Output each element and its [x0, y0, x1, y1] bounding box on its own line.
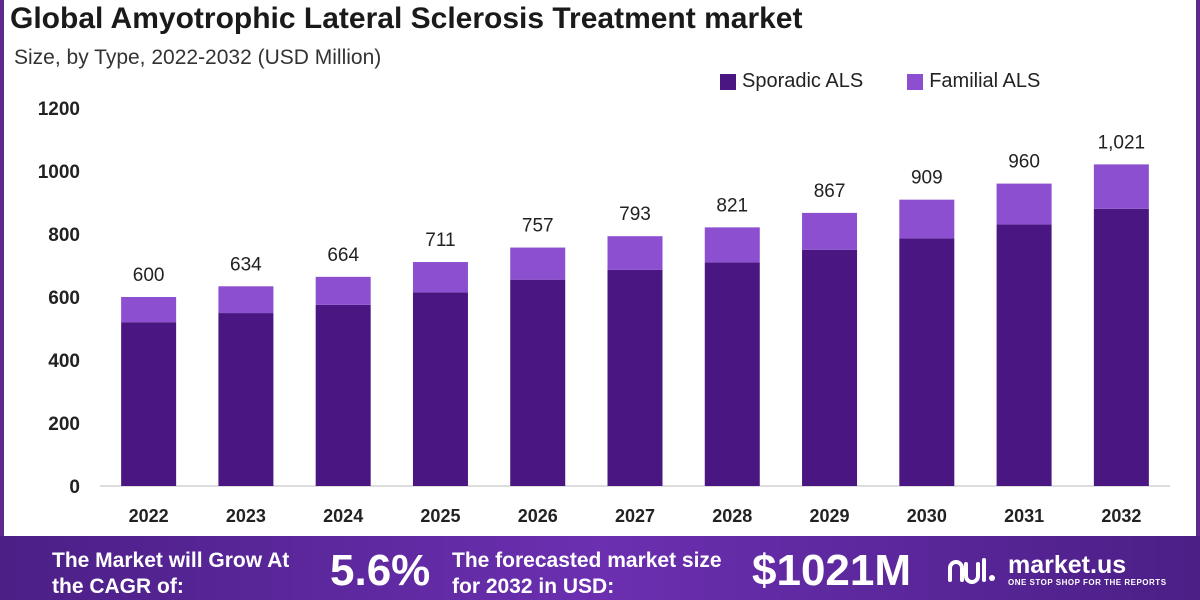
bar-familial: [607, 236, 663, 270]
bar-total-label: 867: [814, 181, 846, 202]
bar-total-label: 634: [230, 254, 262, 275]
x-tick-label: 2028: [712, 506, 752, 526]
bar-familial: [510, 247, 566, 280]
bar-total-label: 1,021: [1098, 132, 1146, 153]
bar-sporadic: [121, 322, 177, 486]
bar-familial: [121, 297, 177, 323]
bar-sporadic: [607, 269, 663, 486]
legend-swatch-familial: [907, 73, 924, 90]
bar-familial: [996, 183, 1052, 225]
footer-cagr-label: The Market will Grow At the CAGR of:: [52, 549, 290, 598]
bar-total-label: 711: [425, 230, 455, 251]
legend-swatch-sporadic: [720, 73, 736, 90]
bar-sporadic: [899, 238, 955, 486]
x-tick-label: 2032: [1101, 506, 1141, 526]
bar-sporadic: [802, 249, 858, 486]
x-tick-label: 2025: [420, 506, 460, 526]
bar-total-label: 600: [133, 265, 165, 286]
bar-familial: [1093, 164, 1149, 209]
x-tick-label: 2030: [907, 506, 947, 526]
bar-sporadic: [412, 292, 468, 486]
footer-cagr-value: 5.6%: [330, 546, 431, 595]
chart-subtitle: Size, by Type, 2022-2032 (USD Million): [14, 46, 382, 69]
x-tick-label: 2031: [1004, 506, 1044, 526]
bar-familial: [218, 286, 274, 314]
bar-familial: [899, 199, 955, 239]
x-tick-label: 2022: [129, 506, 169, 526]
y-tick-label: 400: [48, 351, 80, 372]
bar-sporadic: [315, 304, 371, 486]
footer-banner: The Market will Grow At the CAGR of: 5.6…: [0, 536, 1200, 600]
bar-familial: [412, 262, 468, 293]
x-tick-label: 2023: [226, 506, 266, 526]
bar-sporadic: [1093, 208, 1149, 487]
y-tick-label: 1000: [38, 162, 80, 183]
bar-sporadic: [704, 262, 760, 486]
x-tick-label: 2029: [810, 506, 850, 526]
bar-total-label: 793: [619, 204, 651, 225]
x-tick-label: 2024: [323, 506, 363, 526]
brand: market.us ONE STOP SHOP FOR THE REPORTS: [946, 552, 1167, 587]
y-tick-label: 1200: [38, 99, 80, 120]
legend: Sporadic ALS Familial ALS: [720, 70, 1084, 93]
y-tick-label: 600: [48, 288, 80, 309]
bar-total-label: 909: [911, 168, 943, 189]
bar-familial: [704, 227, 760, 263]
y-tick-label: 800: [48, 225, 80, 246]
bar-sporadic: [510, 279, 566, 486]
footer-size-label: The forecasted market size for 2032 in U…: [452, 549, 722, 598]
legend-item-sporadic: Sporadic ALS: [720, 70, 863, 93]
bar-total-label: 664: [327, 245, 359, 266]
x-tick-label: 2027: [615, 506, 655, 526]
bar-sporadic: [996, 224, 1052, 487]
x-tick-label: 2026: [518, 506, 558, 526]
market-us-logo-icon: [948, 557, 995, 584]
bar-sporadic: [218, 313, 274, 486]
brand-tagline: ONE STOP SHOP FOR THE REPORTS: [1008, 578, 1167, 587]
bar-chart: 0 200 400 600 800 1000 1200 600 2022 634 2023 664 20…: [38, 99, 1170, 526]
y-tick-label: 0: [69, 477, 80, 498]
brand-name: market.us: [1008, 551, 1127, 579]
bar-total-label: 821: [716, 195, 748, 216]
bar-familial: [802, 212, 858, 250]
footer-size-value: $1021M: [752, 546, 912, 595]
bar-total-label: 757: [522, 216, 554, 237]
chart-title: Global Amyotrophic Lateral Sclerosis Tre…: [10, 2, 803, 35]
legend-label-sporadic: Sporadic ALS: [742, 70, 864, 92]
legend-label-familial: Familial ALS: [929, 70, 1041, 92]
legend-item-familial: Familial ALS: [907, 70, 1040, 93]
bar-total-label: 960: [1008, 152, 1040, 173]
y-tick-label: 200: [48, 414, 80, 435]
bar-familial: [315, 276, 371, 305]
